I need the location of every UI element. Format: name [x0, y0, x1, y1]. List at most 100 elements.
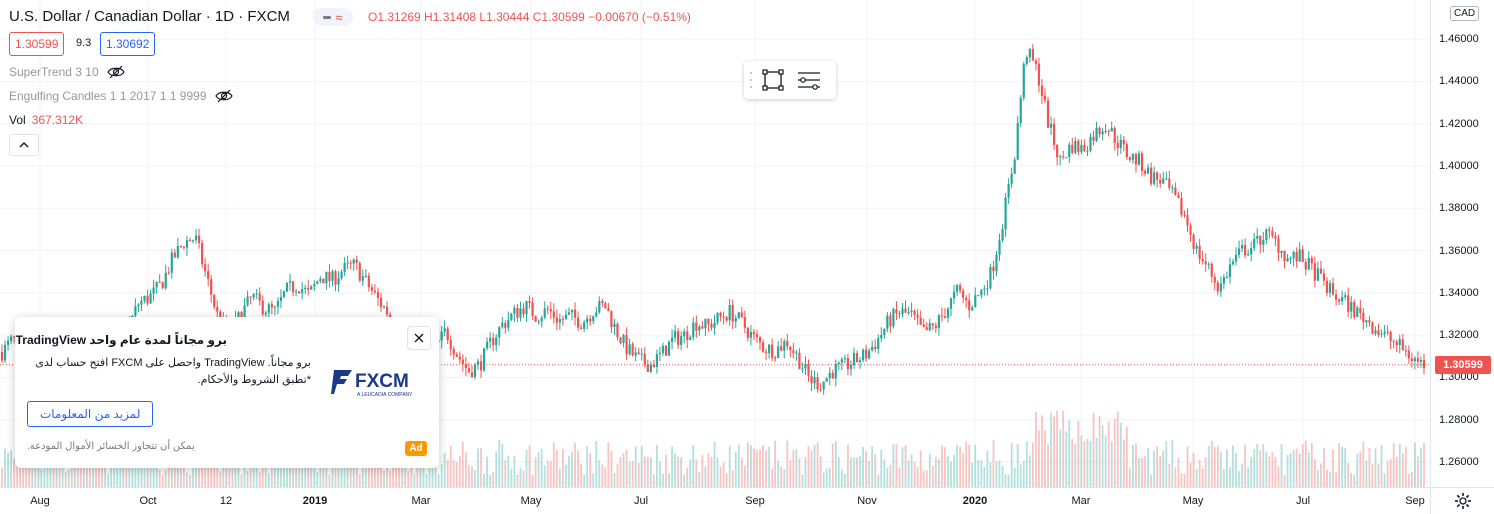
candle-body	[258, 293, 261, 301]
volume-bar	[422, 451, 425, 487]
volume-bar	[537, 452, 540, 487]
volume-bar	[883, 459, 886, 487]
volume-bar	[437, 474, 440, 487]
volume-bar	[407, 470, 410, 487]
volume-bar	[901, 447, 904, 487]
volume-bar	[1053, 416, 1055, 487]
candle-body	[495, 337, 498, 346]
price-tick-label: 1.42000	[1439, 117, 1479, 130]
candle-body	[310, 286, 313, 290]
currency-badge[interactable]: CAD	[1450, 6, 1480, 21]
volume-bar	[922, 470, 925, 487]
volume-bar	[953, 454, 955, 487]
candle-body	[1222, 277, 1225, 284]
candle-body	[589, 318, 592, 322]
candle-body	[197, 235, 201, 244]
volume-bar	[743, 465, 746, 487]
volume-bar	[1153, 450, 1156, 487]
volume-bar	[637, 462, 640, 487]
candle-body	[334, 271, 337, 285]
volume-bar	[1222, 469, 1225, 487]
candle-body	[6, 340, 10, 345]
candle-body	[1371, 322, 1374, 334]
study-supertrend[interactable]: SuperTrend 3 10	[9, 65, 125, 79]
candle-body	[346, 262, 349, 264]
buy-button[interactable]: 1.30692	[100, 32, 156, 56]
candle-body	[358, 263, 361, 281]
volume-bar	[1165, 441, 1168, 487]
volume-bar	[1341, 446, 1344, 487]
volume-bar	[1044, 430, 1046, 487]
candle-body	[1213, 276, 1216, 283]
chart-settings-button[interactable]	[1430, 487, 1494, 514]
candle-body	[834, 364, 837, 379]
volume-bar	[319, 452, 322, 487]
volume-bar	[634, 446, 637, 487]
volume-bar	[1362, 441, 1365, 487]
volume-bar	[668, 473, 670, 487]
floating-drawing-toolbar[interactable]	[744, 61, 836, 99]
chart-pane[interactable]	[0, 0, 1430, 487]
select-tool-button[interactable]	[755, 64, 791, 96]
candle-body	[777, 346, 780, 358]
volume-bar	[919, 450, 922, 487]
eye-hidden-icon[interactable]	[106, 65, 125, 79]
volume-bar	[604, 467, 607, 487]
volume-bar	[674, 453, 677, 487]
volume-bar	[201, 457, 204, 487]
volume-bar	[377, 455, 379, 487]
sell-button[interactable]: 1.30599	[9, 32, 65, 56]
candle-body	[1092, 136, 1095, 141]
candle-body	[1359, 307, 1362, 313]
candle-body	[164, 272, 167, 289]
candle-body	[1422, 360, 1426, 369]
collapse-legend-button[interactable]	[9, 134, 39, 156]
volume-bar	[1, 467, 3, 487]
volume-bar	[865, 451, 868, 487]
candle-body	[649, 364, 652, 372]
candle-body	[316, 281, 319, 284]
volume-bar	[155, 453, 158, 487]
candle-body	[831, 373, 834, 379]
candle-body	[155, 281, 158, 288]
volume-bar	[983, 466, 986, 487]
candlestick-chart[interactable]	[0, 0, 1430, 487]
settings-lines-button[interactable]	[791, 64, 827, 96]
candle-body	[507, 319, 510, 328]
study-engulfing[interactable]: Engulfing Candles 1 1 2017 1 1 9999	[9, 89, 233, 103]
volume-bar	[1141, 457, 1143, 487]
learn-more-button[interactable]: لمزيد من المعلومات	[27, 401, 154, 427]
volume-bar	[586, 446, 589, 487]
volume-bar	[931, 465, 934, 487]
candle-body	[625, 335, 628, 355]
ad-popup[interactable]: برو مجاناً لمدة عام واحد TradingView برو…	[15, 317, 439, 468]
volume-bar	[158, 470, 161, 487]
candle-body	[616, 323, 619, 338]
eye-hidden-icon[interactable]	[214, 89, 233, 103]
drag-handle[interactable]	[747, 69, 755, 91]
candle-body	[1022, 63, 1025, 98]
time-axis[interactable]: Aug Oct 12 2019 Mar May Jul Sep Nov 2020 Mar May Jul…	[0, 487, 1430, 514]
volume-bar	[968, 444, 971, 487]
candle-body	[1344, 295, 1347, 298]
candle-body	[1374, 330, 1377, 334]
gear-icon	[1455, 493, 1471, 509]
ad-close-button[interactable]	[407, 326, 431, 350]
volume-bar	[258, 471, 261, 487]
symbol-title[interactable]: U.S. Dollar / Canadian Dollar · 1D · FXC…	[9, 8, 290, 25]
volume-bar	[458, 455, 461, 487]
price-axis[interactable]: 1.46000 1.44000 1.42000 1.40000 1.38000 1.360…	[1430, 0, 1494, 487]
candle-body	[755, 334, 759, 338]
chevron-up-icon	[19, 142, 29, 148]
volume-bar	[19, 454, 22, 487]
candle-body	[343, 262, 346, 272]
market-status-pill[interactable]: ≈	[313, 8, 353, 26]
time-tick-label: Nov	[857, 495, 877, 507]
volume-bar	[959, 446, 962, 487]
candle-body	[537, 321, 540, 323]
candle-body	[713, 322, 716, 328]
volume-bar	[710, 456, 713, 487]
candle-body	[201, 243, 204, 265]
candle-body	[443, 328, 446, 332]
volume-bar	[337, 463, 340, 487]
